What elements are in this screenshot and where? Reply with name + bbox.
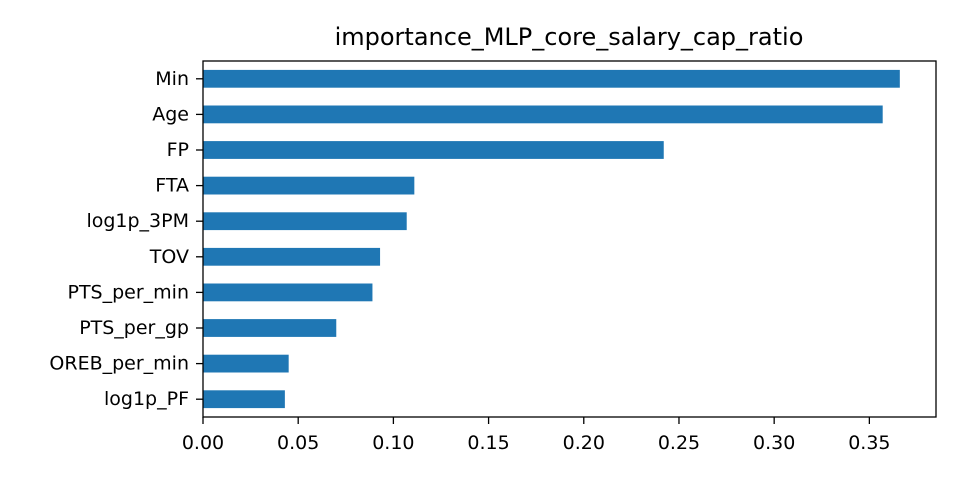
- bar-tov: [203, 247, 381, 266]
- bar-log1p-pf: [203, 390, 285, 409]
- bar-pts-per-gp: [203, 319, 337, 337]
- y-tick-label: Min: [155, 68, 189, 90]
- y-axis: Min Age FP FTA log1p_3PM TOV PTS_per_min PTS_pe…: [49, 68, 203, 410]
- x-axis: 0.00 0.05 0.10 0.15 0.20 0.25 0.30 0.35: [182, 417, 891, 454]
- bar-log1p-3pm: [203, 212, 407, 231]
- y-tick-label: PTS_per_gp: [79, 317, 189, 339]
- x-tick-label: 0.30: [753, 432, 795, 454]
- bars-layer: [203, 69, 900, 409]
- y-tick-label: OREB_per_min: [49, 353, 189, 375]
- x-tick-label: 0.10: [372, 432, 414, 454]
- bar-min: [203, 69, 900, 88]
- y-tick-label: TOV: [149, 246, 189, 268]
- bar-age: [203, 105, 883, 124]
- y-tick-label: PTS_per_min: [67, 281, 189, 303]
- y-tick-label: FP: [167, 139, 189, 161]
- y-tick-label: FTA: [155, 175, 189, 197]
- y-tick-label: log1p_3PM: [86, 210, 189, 232]
- bar-oreb-per-min: [203, 354, 289, 373]
- x-tick-label: 0.05: [277, 432, 319, 454]
- x-tick-label: 0.20: [563, 432, 605, 454]
- x-tick-label: 0.25: [658, 432, 700, 454]
- bar-fp: [203, 141, 664, 159]
- x-tick-label: 0.35: [848, 432, 890, 454]
- x-tick-label: 0.00: [182, 432, 224, 454]
- y-tick-label: log1p_PF: [104, 388, 189, 410]
- chart-title: importance_MLP_core_salary_cap_ratio: [335, 23, 804, 51]
- bar-fta: [203, 176, 415, 195]
- y-tick-label: Age: [152, 103, 189, 125]
- x-tick-label: 0.15: [467, 432, 509, 454]
- plot-frame: [202, 60, 937, 418]
- bar-pts-per-min: [203, 283, 373, 302]
